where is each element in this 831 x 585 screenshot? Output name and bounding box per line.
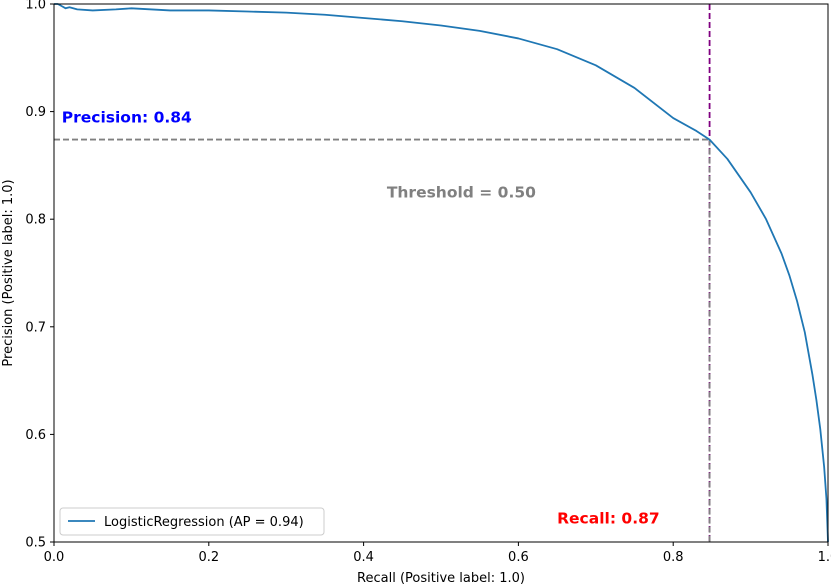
y-tick-label: 0.5 — [25, 536, 46, 551]
y-tick-label: 0.6 — [25, 428, 46, 443]
legend-entry-label: LogisticRegression (AP = 0.94) — [104, 515, 304, 530]
x-tick-label: 0.4 — [353, 550, 374, 565]
y-tick-label: 0.9 — [25, 105, 46, 120]
x-tick-label: 0.6 — [508, 550, 529, 565]
axis-ticks: 0.0 0.2 0.4 0.6 0.8 1.0 0.5 0.6 0.7 0.8 0.9 1.0 — [25, 0, 831, 565]
y-axis-label: Precision (Positive label: 1.0) — [1, 179, 16, 366]
recall-annotation: Recall: 0.87 — [557, 510, 660, 528]
legend: LogisticRegression (AP = 0.94) — [59, 507, 325, 536]
y-tick-label: 0.8 — [25, 213, 46, 228]
legend-box — [59, 507, 325, 536]
plot-area — [54, 3, 829, 543]
series-line-0 — [54, 3, 829, 543]
x-tick-label: 1.0 — [818, 550, 831, 565]
precision-annotation: Precision: 0.84 — [62, 108, 192, 126]
y-tick-label: 1.0 — [25, 0, 46, 13]
y-tick-label: 0.7 — [25, 320, 46, 335]
x-tick-label: 0.2 — [198, 550, 219, 565]
x-axis-label: Recall (Positive label: 1.0) — [357, 571, 525, 585]
axes-frame — [53, 3, 829, 543]
x-tick-label: 0.0 — [44, 550, 65, 565]
threshold-annotation: Threshold = 0.50 — [387, 184, 536, 202]
x-tick-label: 0.8 — [663, 550, 684, 565]
